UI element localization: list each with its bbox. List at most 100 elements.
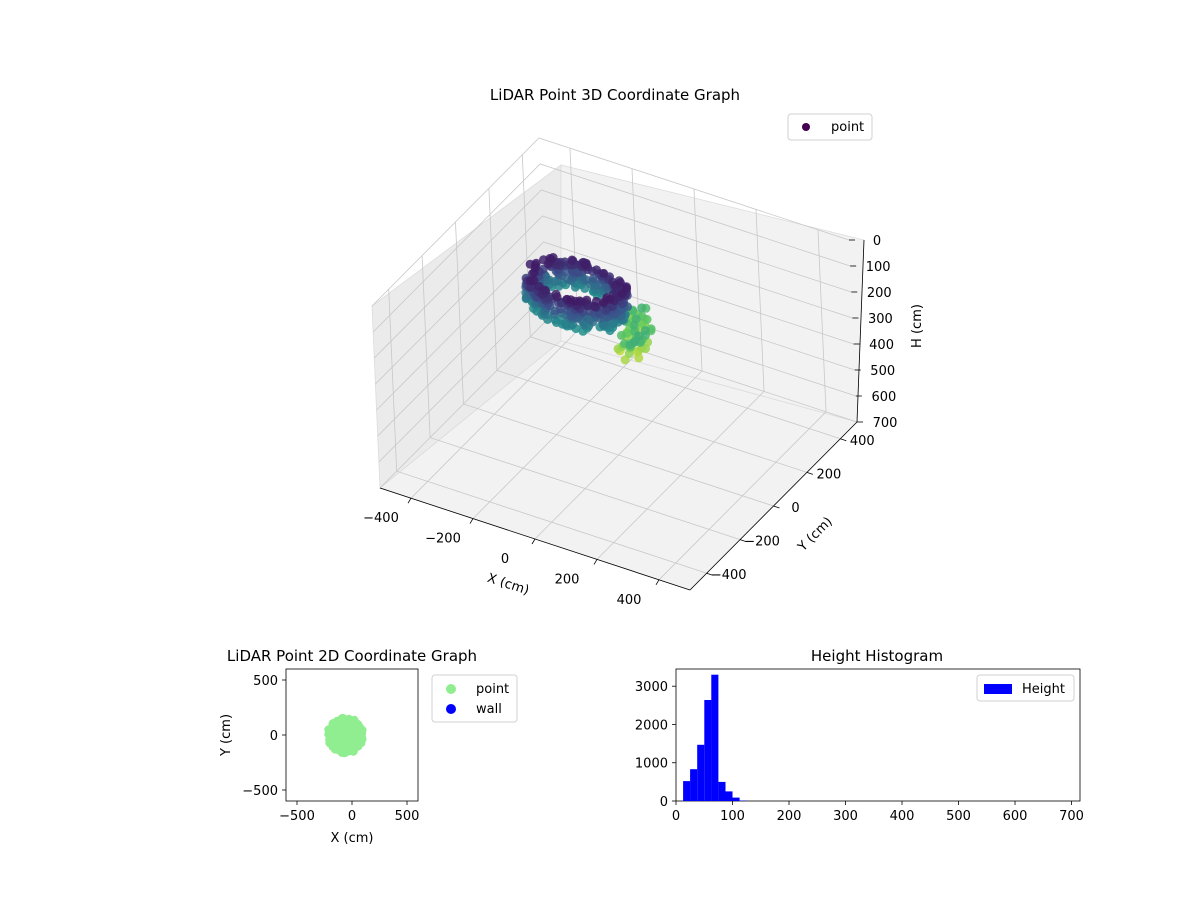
- x-tick-label-hist: 500: [946, 809, 971, 824]
- scatter-point-3d: [561, 320, 571, 330]
- x-tick-label: −400: [363, 511, 399, 526]
- scatter-point-3d: [634, 353, 644, 363]
- hist-bar: [704, 700, 712, 801]
- y-tick-label-hist: 3000: [635, 680, 668, 695]
- chart-2d-title: LiDAR Point 2D Coordinate Graph: [227, 647, 477, 665]
- z-tick-label: 300: [868, 312, 893, 327]
- x-tick-mark: [655, 579, 660, 586]
- legend-hist-frame: [976, 674, 1075, 702]
- z-tick-label: 100: [866, 260, 891, 275]
- x-axis-label-3d: X (cm): [485, 571, 531, 599]
- y-tick-label-2d: −500: [242, 784, 278, 799]
- scatter-point-3d: [591, 296, 601, 306]
- y-tick-mark: [773, 505, 780, 509]
- y-tick-label: 200: [816, 467, 841, 482]
- legend-2d-label-point: point: [476, 682, 509, 697]
- y-tick-label-2d: 500: [253, 674, 278, 689]
- scatter-point-3d: [616, 330, 626, 340]
- scatter-point-3d: [566, 295, 576, 305]
- y-tick-mark: [706, 572, 713, 576]
- x-tick-label-hist: 600: [1003, 809, 1028, 824]
- scatter-point-3d: [530, 263, 540, 273]
- scatter-point-2d: [343, 743, 352, 752]
- x-tick-mark: [469, 518, 474, 524]
- scatter-point-3d: [634, 331, 644, 341]
- scatter-point-2d: [328, 742, 337, 751]
- grid-line-z: [374, 189, 852, 359]
- y-tick-mark: [806, 472, 814, 475]
- y-tick-label-hist: 1000: [635, 757, 668, 772]
- chart-2d: LiDAR Point 2D Coordinate Graph −500 0 500…: [219, 647, 518, 846]
- legend-3d-frame: [787, 113, 873, 141]
- x-tick-label-2d: 500: [395, 809, 420, 824]
- y-axis-label-3d: Y (cm): [795, 514, 836, 555]
- x-tick-label: −200: [425, 532, 461, 547]
- chart-hist: Height Histogram 0 100 200 300 400 500 600 7000…: [635, 647, 1084, 824]
- y-tick-label: 400: [850, 434, 875, 449]
- chart-3d: LiDAR Point 3D Coordinate Graph −400−400…: [363, 86, 925, 608]
- z-tick-label: 400: [869, 338, 894, 353]
- legend-hist-swatch: [984, 684, 1012, 694]
- hist-bar: [711, 674, 719, 801]
- scatter-point-2d: [325, 725, 334, 734]
- scatter-point-2d: [354, 720, 363, 729]
- hist-bar: [725, 791, 733, 801]
- y-tick-label: 0: [791, 501, 799, 516]
- scatter-point-3d: [567, 255, 577, 265]
- z-tick-label: 700: [873, 416, 898, 431]
- y-tick-label-hist: 0: [660, 795, 668, 810]
- x-tick-label-2d: −500: [279, 809, 315, 824]
- y-axis-label-2d: Y (cm): [219, 714, 234, 757]
- y-tick-label: −200: [744, 535, 780, 550]
- z-tick-label: 600: [871, 390, 896, 405]
- points-2d: [324, 713, 367, 758]
- scatter-point-3d: [545, 254, 555, 263]
- hist-bar: [683, 781, 691, 801]
- x-tick-label-hist: 400: [890, 809, 915, 824]
- x-tick-label: 200: [555, 572, 580, 587]
- scatter-point-3d: [532, 306, 542, 316]
- z-axis-label-3d: H (cm): [910, 304, 925, 348]
- hist-bar: [718, 781, 726, 801]
- hist-bar: [690, 769, 698, 801]
- y-tick-label-2d: 0: [270, 729, 278, 744]
- scatter-point-3d: [615, 278, 625, 287]
- scatter-point-2d: [357, 733, 366, 742]
- z-tick-label: 200: [867, 286, 892, 301]
- z-tick-label: 0: [873, 234, 881, 249]
- legend-hist: Height: [976, 674, 1075, 702]
- legend-2d-marker-wall: [446, 704, 456, 714]
- x-tick-label-hist: 200: [777, 809, 802, 824]
- legend-2d-label-wall: wall: [476, 702, 502, 717]
- scatter-point-3d: [640, 326, 650, 336]
- scatter-point-3d: [599, 268, 609, 278]
- ticks-hist: 0 100 200 300 400 500 600 700 0 1000 2000 3000: [635, 680, 1084, 824]
- ticks-3d: −400 −400 −200 −200 0 0 200 200 400 400 0 100 200 300…: [363, 234, 897, 608]
- chart-hist-title: Height Histogram: [811, 647, 943, 665]
- scatter-point-3d: [592, 265, 601, 275]
- y-tick-label: −400: [711, 568, 747, 583]
- scatter-point-3d: [641, 344, 650, 354]
- grid-line-z: [372, 163, 851, 333]
- chart-3d-title: LiDAR Point 3D Coordinate Graph: [490, 86, 740, 104]
- scatter-point-3d: [622, 284, 632, 294]
- x-tick-label-hist: 100: [720, 809, 745, 824]
- y-tick-mark: [840, 438, 847, 442]
- x-tick-label-hist: 700: [1059, 809, 1084, 824]
- scatter-point-3d: [637, 303, 647, 313]
- legend-2d-marker-point: [446, 684, 456, 694]
- hist-bars: [683, 674, 747, 801]
- x-tick-label: 0: [501, 552, 509, 567]
- hist-bar: [697, 744, 705, 801]
- legend-2d: point wall: [431, 674, 518, 723]
- scatter-point-2d: [330, 719, 339, 728]
- scatter-point-2d: [340, 736, 349, 745]
- scatter-point-3d: [552, 292, 562, 302]
- x-axis-label-2d: X (cm): [331, 831, 374, 846]
- y-tick-label-hist: 2000: [635, 718, 668, 733]
- scatter-point-3d: [580, 260, 590, 270]
- z-tick-label: 500: [870, 364, 895, 379]
- legend-3d-marker: [802, 123, 810, 131]
- x-tick-mark: [407, 497, 412, 504]
